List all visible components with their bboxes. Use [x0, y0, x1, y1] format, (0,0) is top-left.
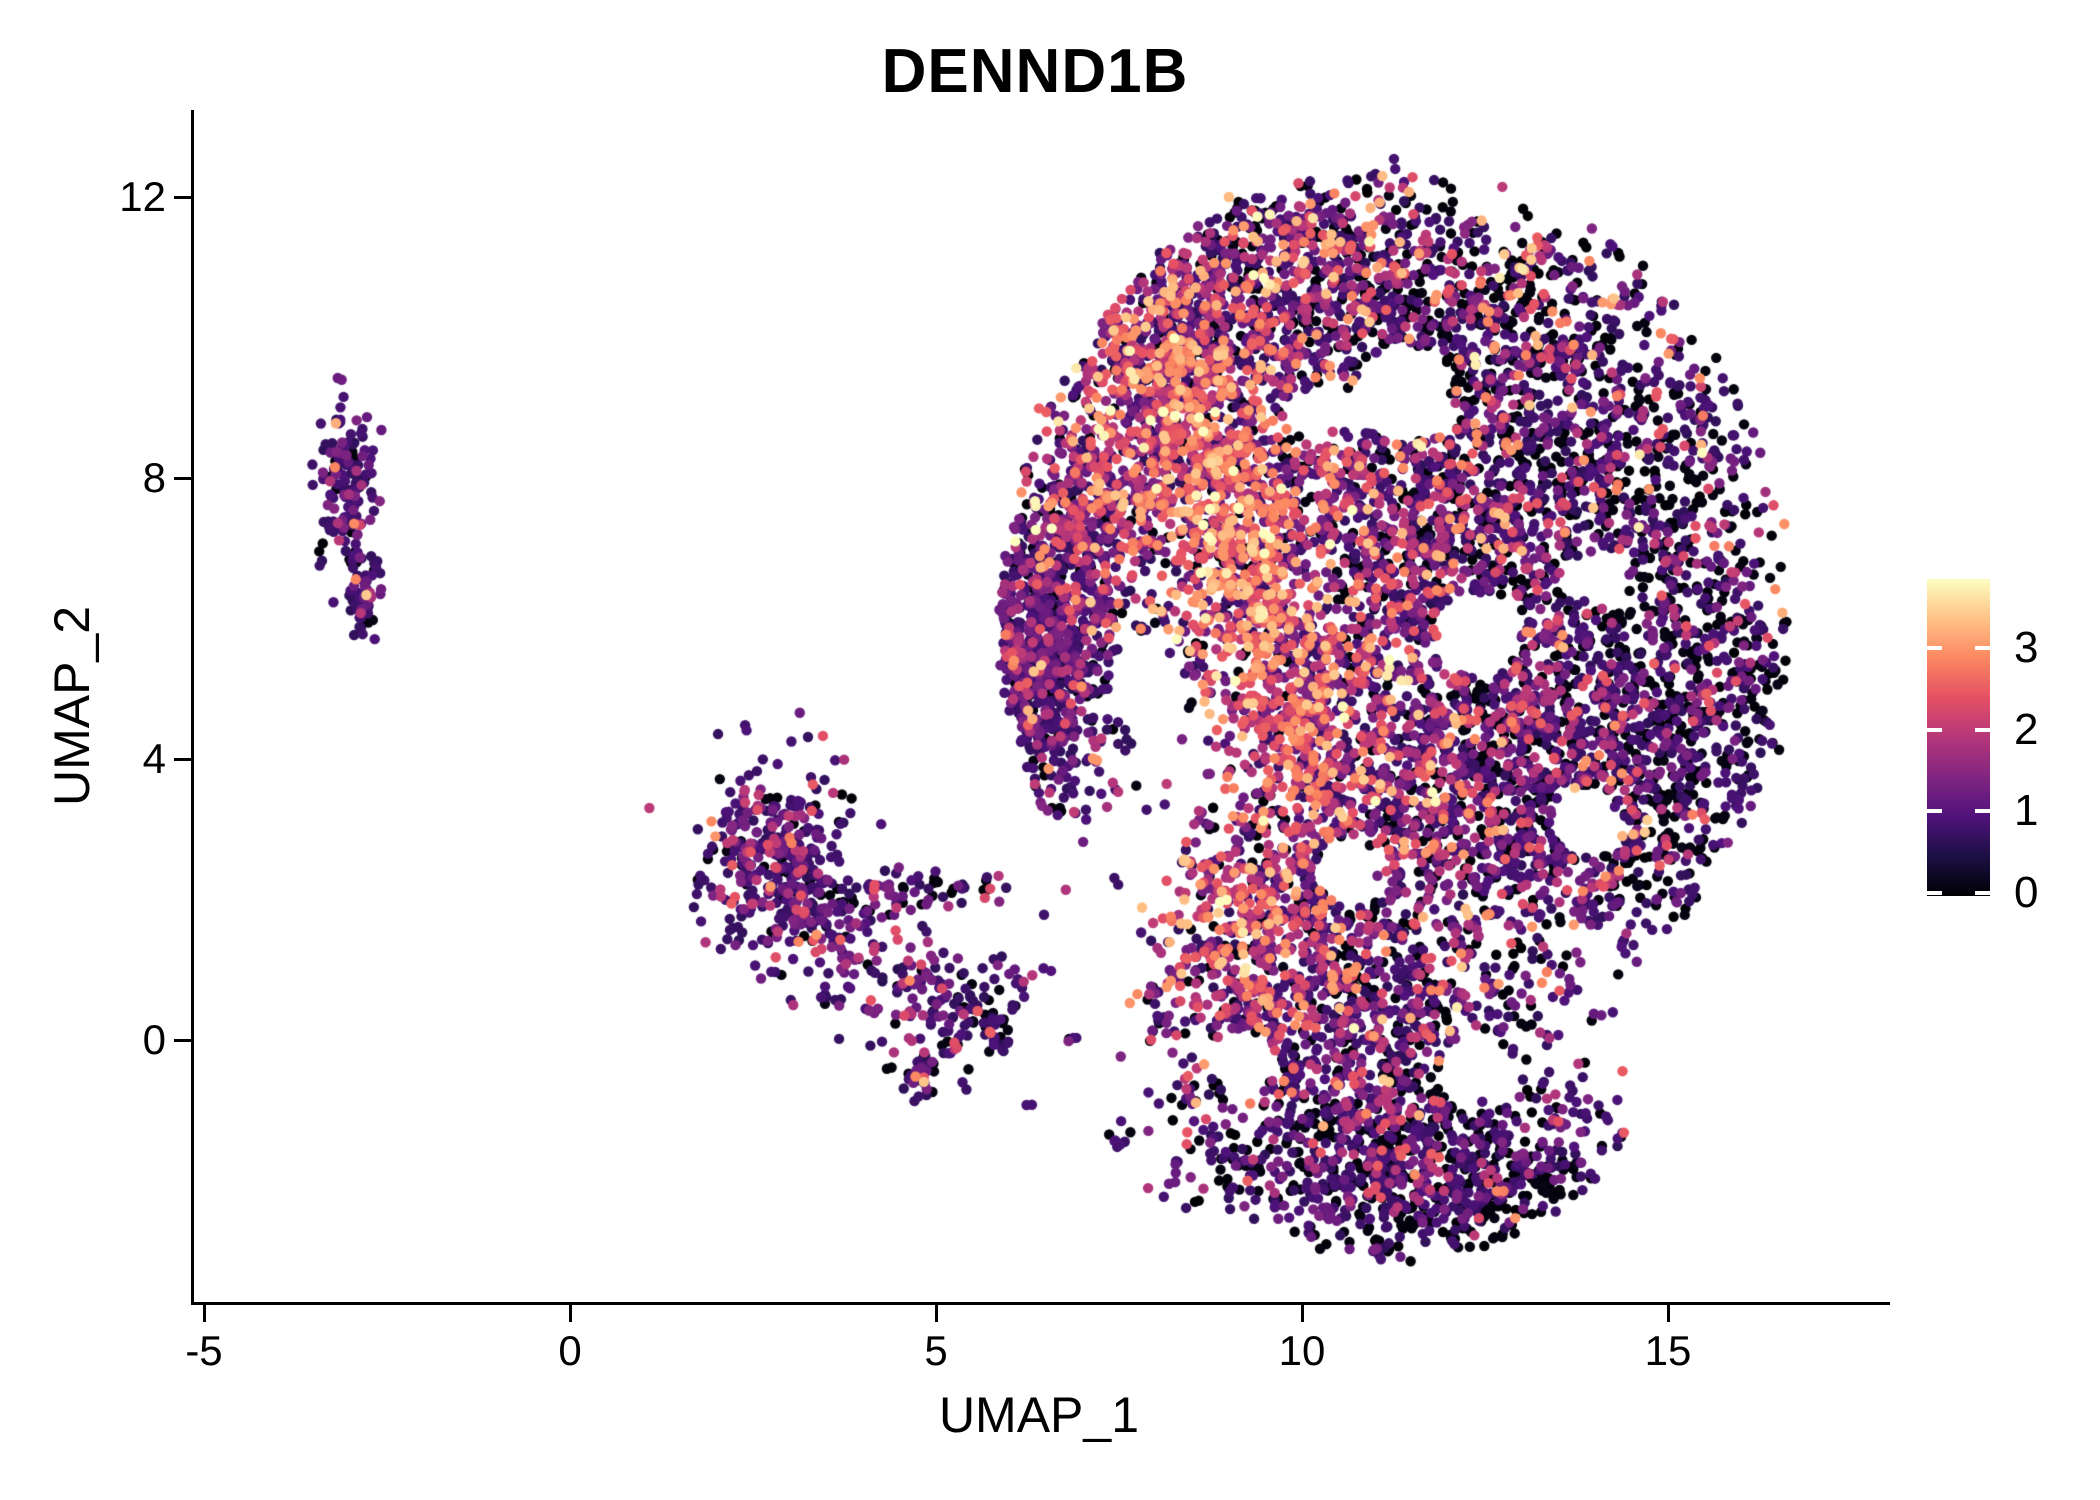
colorbar-tick-label: 1 [2014, 786, 2039, 836]
colorbar-tick-mark [1927, 645, 1942, 650]
y-tick-label: 4 [142, 735, 166, 782]
colorbar-tick-mark [1975, 727, 1990, 732]
y-axis-title: UMAP_2 [44, 605, 100, 807]
y-tick-mark [174, 757, 191, 761]
x-axis-title: UMAP_1 [938, 1387, 1140, 1443]
y-tick-mark [174, 476, 191, 480]
colorbar-tick-label: 2 [2014, 704, 2039, 754]
x-tick-mark [934, 1305, 938, 1322]
colorbar-tick-mark [1975, 645, 1990, 650]
x-tick-mark [202, 1305, 206, 1322]
x-tick-label: 0 [558, 1327, 582, 1374]
x-tick-label: 10 [1278, 1327, 1326, 1374]
colorbar-tick-label: 0 [2014, 868, 2039, 917]
colorbar-tick-label: 3 [2014, 622, 2039, 672]
y-tick-label: 8 [142, 454, 166, 501]
colorbar-tick-mark [1927, 727, 1942, 732]
y-axis-line [191, 110, 194, 1305]
x-tick-mark [568, 1305, 572, 1322]
y-tick-label: 12 [119, 173, 166, 220]
x-tick-mark [1666, 1305, 1670, 1322]
x-tick-label: 5 [924, 1327, 948, 1374]
colorbar-gradient [1927, 579, 1990, 896]
x-tick-mark [1300, 1305, 1304, 1322]
x-tick-label: -5 [185, 1327, 223, 1374]
y-tick-mark [174, 195, 191, 199]
x-axis-line [191, 1302, 1890, 1305]
colorbar-tick-mark [1975, 891, 1990, 895]
y-tick-label: 0 [142, 1016, 166, 1063]
x-tick-label: 15 [1644, 1327, 1692, 1374]
colorbar-tick-mark [1975, 809, 1990, 814]
colorbar-tick-mark [1927, 809, 1942, 814]
colorbar-tick-mark [1927, 891, 1942, 895]
y-tick-mark [174, 1038, 191, 1042]
